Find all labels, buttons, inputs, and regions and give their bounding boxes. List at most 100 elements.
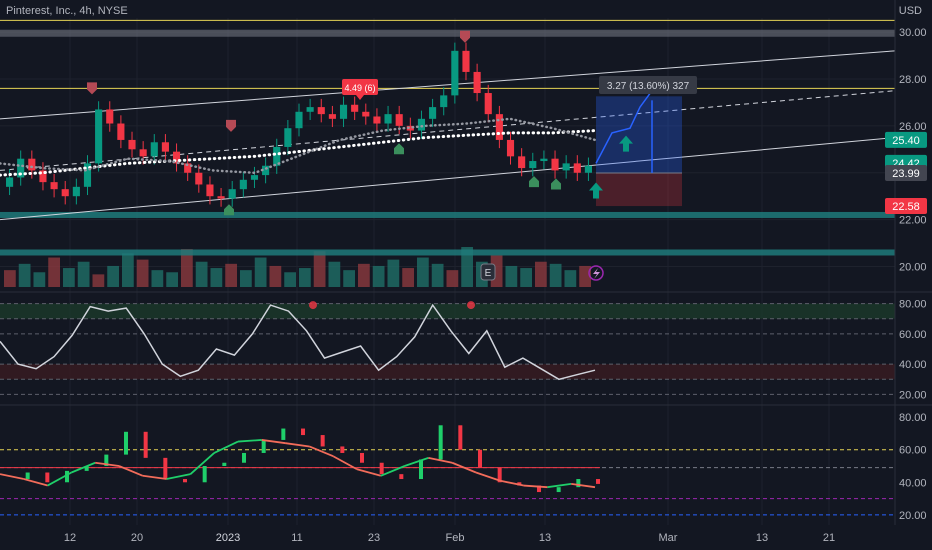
candle-body (106, 109, 114, 124)
volume-bar (431, 263, 444, 287)
oscillator-tick-label: 60.00 (899, 445, 927, 457)
candle-body (484, 93, 492, 115)
price-tick-label: 30.00 (899, 27, 927, 39)
rsi-line (0, 303, 596, 381)
volume-bar (564, 270, 577, 287)
candle-body (172, 151, 181, 164)
volume-bar (284, 272, 296, 287)
x-tick-label: 12 (64, 532, 76, 544)
candle-body (406, 125, 414, 131)
candle-body (317, 107, 325, 115)
volume-bar (343, 270, 355, 287)
oscillator-signal-line (571, 483, 596, 489)
oscillator-bar (360, 452, 364, 463)
volume-bars (4, 247, 591, 287)
volume-bar (48, 257, 60, 287)
volume-bar (328, 261, 341, 287)
candle-body (139, 149, 147, 157)
oscillator-bar (478, 449, 482, 468)
volume-bar (313, 251, 326, 287)
volume-bar (166, 272, 178, 287)
volume-bar (195, 261, 208, 287)
price-label-text: 25.40 (892, 135, 920, 147)
price-label-box (885, 198, 927, 215)
candle-body (417, 118, 426, 131)
candle-body (373, 116, 381, 124)
projection-path (595, 90, 653, 164)
candle-body (39, 170, 47, 183)
volume-bar (299, 268, 311, 287)
volume-bar (446, 270, 459, 287)
oscillator-tick-label: 20.00 (899, 510, 927, 522)
measure-label-text: 4.49 (6) (344, 83, 375, 93)
candle-body (440, 95, 448, 108)
resistance-zone (0, 29, 895, 37)
buy-signal-marker (551, 178, 561, 190)
candle-body (206, 184, 214, 197)
price-pane: 4.49 (6) 3.27 (13.60%) 327 E (0, 19, 896, 281)
candle-body (573, 163, 581, 173)
sell-signal-marker (87, 82, 97, 95)
candle-body (495, 114, 503, 140)
x-tick-label: 21 (823, 532, 835, 544)
oscillator-bar (202, 466, 207, 483)
candle-body (584, 165, 592, 173)
candle-body (562, 163, 570, 171)
measure-label-box (599, 76, 697, 94)
candle-body (50, 182, 58, 190)
measure-label-text: 3.27 (13.60%) 327 (607, 81, 690, 92)
volume-bar (122, 253, 134, 287)
candle-body (473, 71, 481, 94)
volume-bar (63, 268, 75, 287)
oscillator-signal-line (261, 439, 286, 445)
candle-body (83, 163, 92, 187)
volume-bar (18, 263, 31, 287)
oscillator-signal-line (309, 445, 334, 458)
oscillator-bar (45, 472, 50, 483)
oscillator-bar (163, 457, 168, 480)
rsi-tick-label: 40.00 (899, 359, 927, 371)
oscillator-signal-line (451, 461, 477, 474)
price-label-text: 23.99 (892, 168, 920, 180)
price-tick-label: 26.00 (899, 121, 927, 133)
oscillator-bar (124, 431, 128, 455)
oscillator-signal-line (0, 473, 24, 480)
volume-bar (461, 247, 473, 287)
oscillator-bar (104, 454, 109, 466)
oscillator-bar (242, 452, 246, 463)
candle-body (228, 189, 236, 199)
oscillator-bar (222, 462, 227, 466)
candle-body (6, 177, 14, 187)
x-tick-label: 2023 (216, 532, 240, 544)
volume-bar (505, 265, 518, 287)
oscillator-tick-label: 40.00 (899, 477, 927, 489)
candle-body (72, 186, 80, 197)
oscillator-bar (438, 425, 443, 460)
rsi-overbought-zone (0, 303, 895, 319)
volume-bar (372, 265, 385, 287)
oscillator-bar (340, 446, 345, 453)
volume-bar (490, 255, 503, 287)
candle-body (262, 165, 270, 176)
oscillator-bar (537, 485, 541, 493)
candle-body (529, 161, 537, 169)
x-tick-label: 13 (756, 532, 768, 544)
volume-bar (417, 257, 429, 287)
buy-signal-marker (394, 143, 404, 155)
rsi-tick-label: 20.00 (899, 389, 927, 401)
sell-signal-marker (460, 30, 470, 43)
fast-moving-average (0, 117, 597, 175)
volume-bar (107, 265, 119, 287)
candle-body (540, 158, 548, 162)
oscillator-signal-line (523, 484, 548, 489)
oscillator-signal-line (380, 465, 405, 477)
volume-bar (136, 259, 149, 287)
oscillator-signal-line (285, 442, 310, 448)
candle-body (429, 107, 437, 119)
candle-body (150, 142, 158, 157)
candle-body (284, 128, 292, 147)
channel-lower-line (0, 137, 896, 221)
x-tick-label: Mar (659, 532, 678, 544)
